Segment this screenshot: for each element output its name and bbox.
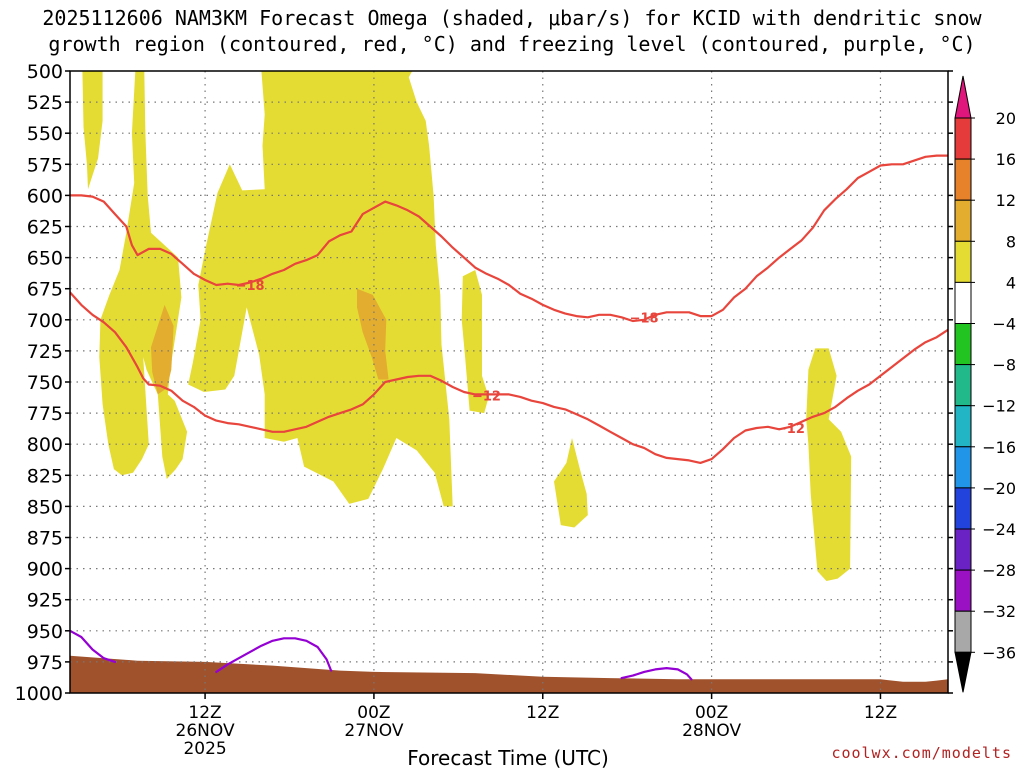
y-tick-label: 700 (27, 310, 63, 332)
contour-label: −18 (236, 279, 265, 294)
contour-label: −18 (630, 311, 659, 326)
colorbar-label: 4 (1006, 273, 1016, 292)
x-tick-label: 12Z (526, 703, 559, 723)
omega-region-6 (806, 348, 852, 581)
x-axis-label: Forecast Time (UTC) (407, 746, 609, 768)
colorbar: 20 16 12 8 4 −4 −8 −12 −16 −20 −24 −28 −32 −36 (954, 75, 1016, 693)
colorbar-label: −4 (992, 315, 1016, 334)
colorbar-label: 16 (996, 150, 1016, 169)
terrain-layer (70, 655, 948, 693)
x-tick-label: 12Z (188, 703, 221, 723)
y-tick-label: 800 (27, 434, 63, 456)
x-tick-date: 27NOV (344, 721, 403, 741)
y-axis: 500 525 550 575 600 625 650 675 700 725 750 775 800 8… (15, 61, 953, 705)
y-tick-label: 950 (27, 621, 63, 643)
y-tick-label: 625 (27, 217, 63, 239)
omega-region-2 (99, 71, 188, 479)
colorbar-bin (954, 610, 972, 653)
colorbar-label: −12 (982, 397, 1016, 416)
terrain-fill (70, 655, 948, 693)
colorbar-label: −24 (982, 520, 1016, 539)
colorbar-bin (954, 158, 972, 201)
contour-minus18 (70, 154, 948, 323)
colorbar-label: −20 (982, 479, 1016, 498)
omega-region-1 (82, 71, 103, 190)
x-tick-date: 26NOV (176, 721, 235, 741)
colorbar-bin (954, 528, 972, 571)
freezing-level-contour (215, 637, 333, 674)
x-tick-date: 28NOV (682, 721, 741, 741)
colorbar-label: 12 (996, 191, 1016, 210)
freezing-level-contour (70, 629, 117, 664)
omega-region-5 (554, 438, 588, 528)
x-tick-year: 2025 (183, 739, 226, 759)
chart-title-line-2: growth region (contoured, red, °C) and f… (48, 32, 976, 56)
colorbar-bin (954, 240, 972, 283)
colorbar-bin (954, 446, 972, 489)
omega-shading-layer (82, 71, 852, 581)
colorbar-label: 20 (996, 109, 1016, 128)
y-tick-label: 850 (27, 496, 63, 518)
y-tick-label: 900 (27, 559, 63, 581)
colorbar-bin (954, 364, 972, 407)
y-tick-label: 975 (27, 652, 63, 674)
chart-title-line-1: 2025112606 NAM3KM Forecast Omega (shaded… (42, 6, 982, 30)
contour-minus12 (70, 291, 948, 464)
colorbar-bin (954, 323, 972, 366)
colorbar-label: 8 (1006, 232, 1016, 251)
y-tick-label: 525 (27, 92, 63, 114)
y-tick-label: 725 (27, 341, 63, 363)
y-tick-label: 500 (27, 61, 63, 83)
colorbar-bin (954, 405, 972, 448)
colorbar-bin (954, 117, 972, 160)
omega-region-3 (188, 71, 453, 507)
omega-region-7 (151, 304, 174, 395)
colorbar-bottom-arrow (954, 651, 972, 693)
y-tick-label: 825 (27, 465, 63, 487)
colorbar-label: −28 (982, 561, 1016, 580)
colorbar-label: −36 (982, 643, 1016, 662)
y-tick-label: 875 (27, 528, 63, 550)
colorbar-label: −8 (992, 356, 1016, 375)
contour-layer: −18 −18 −12 −12 (70, 154, 948, 681)
colorbar-bin (954, 199, 972, 242)
y-tick-label: 925 (27, 590, 63, 612)
colorbar-label: −32 (982, 602, 1016, 621)
omega-region-8 (357, 288, 389, 380)
colorbar-label: −16 (982, 438, 1016, 457)
y-tick-label: 1000 (15, 683, 63, 705)
x-tick-label: 12Z (864, 703, 897, 723)
omega-region-4 (461, 270, 489, 414)
site-credit: coolwx.com/modelts (831, 744, 1012, 762)
x-tick-label: 00Z (357, 703, 390, 723)
y-tick-label: 650 (27, 248, 63, 270)
contour-label: −12 (472, 390, 501, 405)
y-tick-label: 575 (27, 154, 63, 176)
colorbar-top-arrow (954, 75, 972, 119)
colorbar-bin (954, 487, 972, 530)
y-tick-label: 675 (27, 279, 63, 301)
contour-label: −12 (776, 422, 805, 437)
y-tick-label: 550 (27, 123, 63, 145)
y-tick-label: 600 (27, 185, 63, 207)
x-tick-label: 00Z (695, 703, 728, 723)
y-tick-label: 750 (27, 372, 63, 394)
colorbar-bin (954, 569, 972, 612)
freezing-level-contour (620, 666, 693, 681)
colorbar-bin (954, 281, 972, 324)
y-tick-label: 775 (27, 403, 63, 425)
